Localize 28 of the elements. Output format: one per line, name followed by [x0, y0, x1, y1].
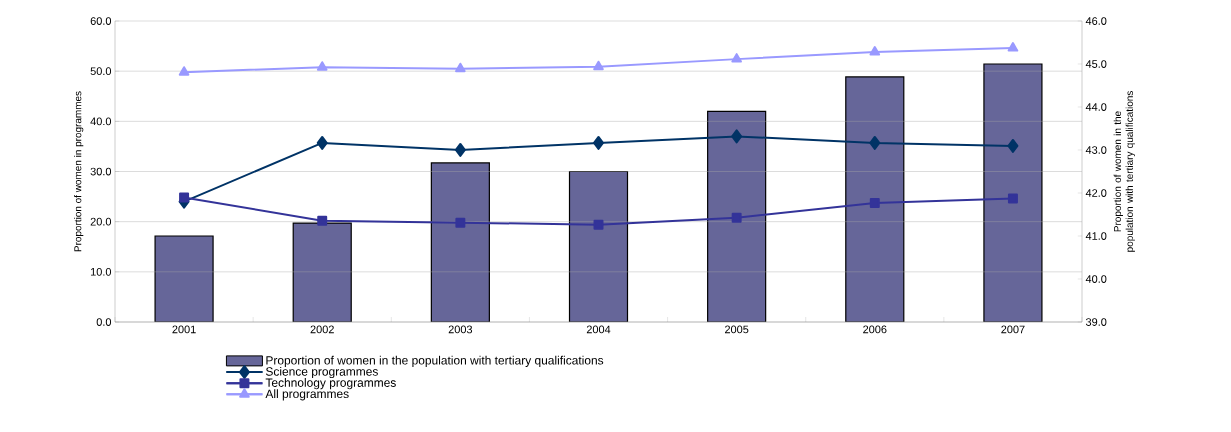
y2-tick-label: 44.0 [1085, 103, 1107, 111]
legend-label: Technology programmes [265, 378, 396, 390]
x-tick-label: 2003 [448, 325, 473, 334]
y2-tick-label: 39.0 [1085, 318, 1107, 326]
x-tick-label: 2006 [863, 325, 887, 334]
y-tick-label: 20.0 [90, 217, 112, 226]
y-tick-label: 50.0 [90, 67, 112, 76]
y-tick-label: 60.0 [90, 17, 112, 25]
y2-tick-label: 43.0 [1085, 146, 1107, 154]
x-tick-label: 2002 [310, 325, 334, 334]
y-tick-label: 10.0 [90, 267, 112, 276]
y-tick-label: 30.0 [90, 167, 112, 176]
y-tick-label: 40.0 [90, 117, 112, 126]
x-tick-label: 2001 [172, 325, 196, 334]
legend-label: Proportion of women in the population with tertiary qualifications [266, 355, 604, 367]
y2-tick-label: 46.0 [1085, 17, 1107, 25]
x-tick-label: 2005 [725, 325, 749, 334]
y2-tick-label: 41.0 [1085, 232, 1107, 240]
y2-tick-label: 40.0 [1085, 275, 1107, 283]
y2-axis-title: Proportion of women in the population with tertiary qualifications [1113, 91, 1135, 252]
x-tick-label: 2007 [1001, 325, 1025, 334]
y2-tick-label: 45.0 [1085, 60, 1107, 68]
legend-label: All programmes [265, 389, 349, 401]
y-tick-label: 0.0 [96, 318, 112, 326]
y-axis-title: Proportion of women in programmes [74, 91, 84, 252]
legend-label: Science programmes [265, 366, 378, 379]
y2-tick-label: 42.0 [1085, 189, 1107, 197]
x-tick-label: 2004 [586, 325, 611, 334]
